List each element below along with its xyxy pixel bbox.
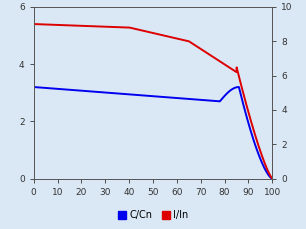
C/Cn <box>148 95 151 97</box>
I/In <box>148 31 151 34</box>
I/In <box>142 29 145 32</box>
C/Cn <box>263 168 267 171</box>
C/Cn <box>44 87 48 89</box>
I/In <box>44 23 48 26</box>
I/In <box>263 163 267 166</box>
I/In <box>263 164 267 166</box>
Legend: C/Cn, I/In: C/Cn, I/In <box>114 206 192 224</box>
Line: C/Cn: C/Cn <box>34 87 272 179</box>
I/In <box>271 177 274 180</box>
C/Cn <box>220 98 223 101</box>
I/In <box>32 23 35 25</box>
I/In <box>220 61 223 64</box>
Line: I/In: I/In <box>34 24 272 179</box>
C/Cn <box>263 169 267 171</box>
C/Cn <box>271 177 274 180</box>
C/Cn <box>32 86 35 88</box>
C/Cn <box>142 94 145 97</box>
